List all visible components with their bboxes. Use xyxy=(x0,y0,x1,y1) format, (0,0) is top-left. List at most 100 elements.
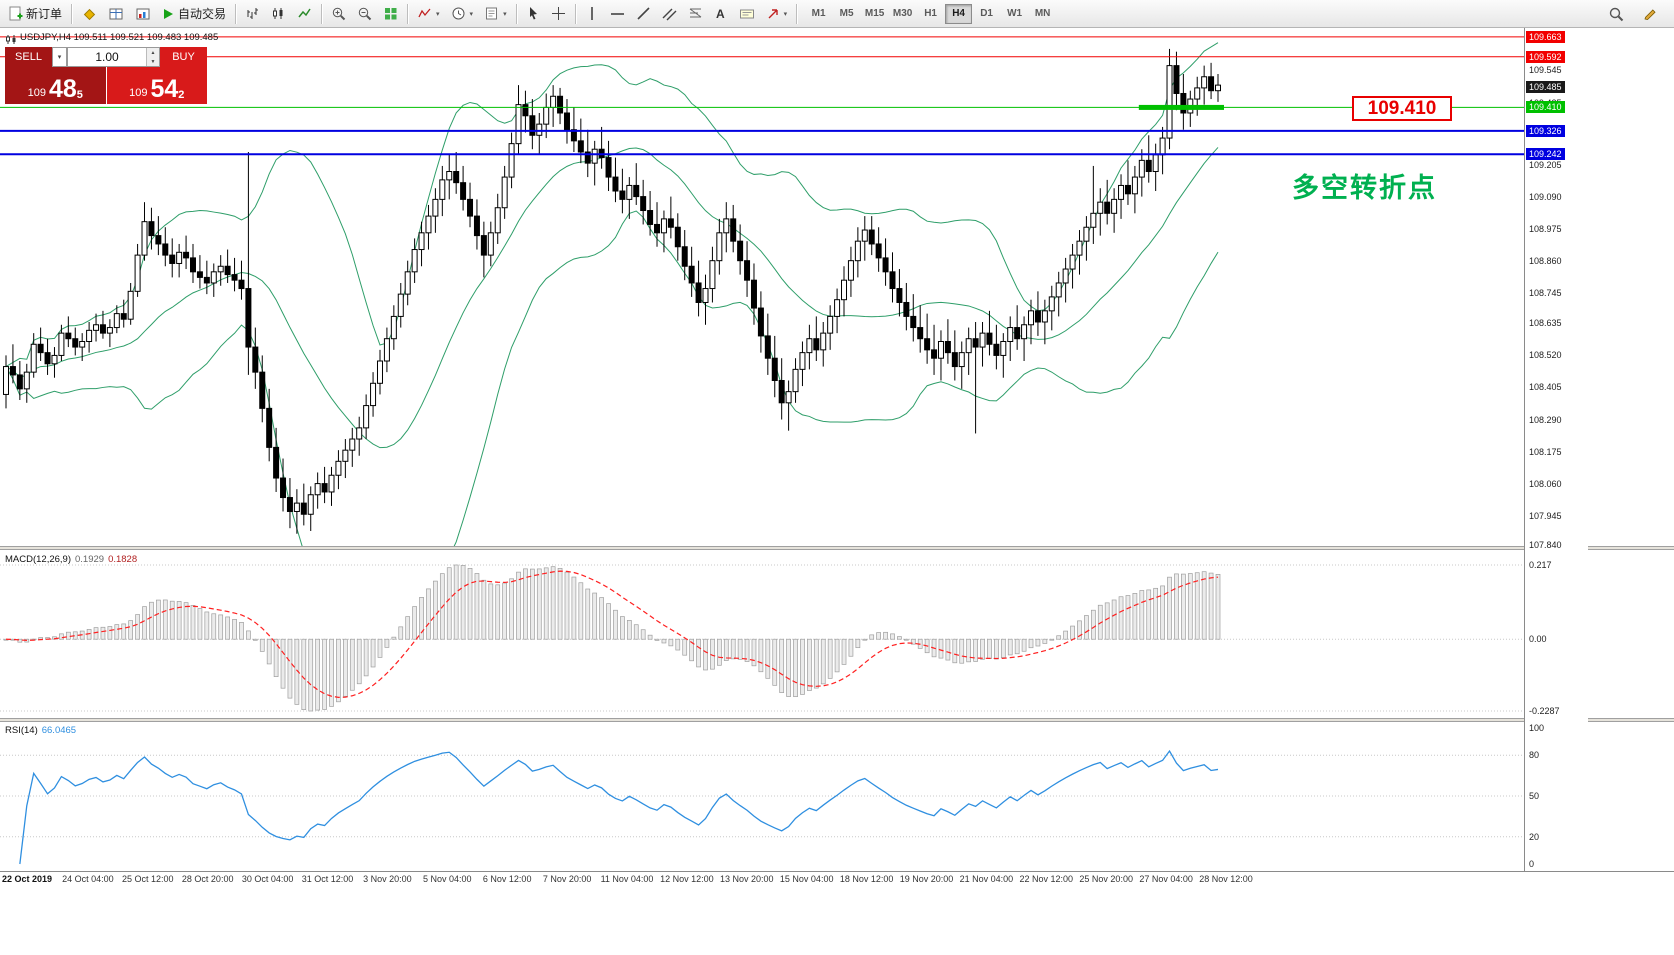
zoom-out-button[interactable] xyxy=(352,2,377,26)
time-axis-label: 25 Oct 12:00 xyxy=(122,874,174,884)
auto-trading-play-icon xyxy=(162,7,175,21)
time-axis-label: 19 Nov 20:00 xyxy=(899,874,954,884)
price-tick-label: 108.175 xyxy=(1529,446,1562,457)
chevron-down-icon: ▾ xyxy=(783,10,788,18)
rsi-value: 66.0465 xyxy=(41,725,77,736)
toolbar-right-group xyxy=(1603,2,1671,26)
text-button[interactable]: A xyxy=(709,2,733,26)
line-chart-icon xyxy=(297,6,312,21)
pane-divider[interactable] xyxy=(0,718,1674,722)
arrow-tools-icon xyxy=(766,7,780,21)
price-line-label: 109.326 xyxy=(1526,124,1565,137)
horizontal-line-button[interactable] xyxy=(605,2,630,26)
toolbar-separator xyxy=(574,3,576,24)
time-axis-separator xyxy=(0,871,1674,872)
new-order-icon xyxy=(8,6,23,21)
sell-price[interactable]: 109 48 5 xyxy=(5,67,106,104)
macd-value-signal: 0.1828 xyxy=(108,554,138,565)
price-tick-label: 108.520 xyxy=(1529,350,1562,361)
buy-pips: 54 xyxy=(150,75,179,103)
auto-trading-button[interactable]: 自动交易 xyxy=(157,2,231,26)
sell-button[interactable]: SELL xyxy=(5,47,52,67)
time-axis-label: 21 Nov 04:00 xyxy=(959,874,1014,884)
time-axis-label: 12 Nov 12:00 xyxy=(660,874,714,884)
horizontal-line-icon xyxy=(610,8,625,20)
time-axis-label: 30 Oct 04:00 xyxy=(241,874,294,884)
volume-dropdown-button[interactable]: ▾ xyxy=(52,47,67,67)
cursor-button[interactable] xyxy=(521,2,545,26)
timeframe-button-m30[interactable]: M30 xyxy=(889,4,916,24)
macd-value-main: 0.1929 xyxy=(75,554,105,565)
trendline-button[interactable] xyxy=(631,2,656,26)
price-tick-label: 109.545 xyxy=(1529,64,1562,75)
price-line-label: 109.410 xyxy=(1526,101,1565,114)
volume-field[interactable]: 1.00 ▲ ▼ xyxy=(67,47,160,67)
timeframe-button-m1[interactable]: M1 xyxy=(805,4,832,24)
main-chart-canvas[interactable] xyxy=(0,28,1524,547)
arrow-tools-button[interactable]: ▾ xyxy=(761,2,793,26)
text-label-button[interactable] xyxy=(734,2,760,26)
toolbar-separator xyxy=(321,3,323,24)
search-button[interactable] xyxy=(1603,2,1629,26)
chart-window: USDJPY,H4 109.511 109.521 109.483 109.48… xyxy=(0,28,1674,955)
price-tick-label: 107.945 xyxy=(1529,510,1562,521)
timeframe-button-m5[interactable]: M5 xyxy=(833,4,860,24)
volume-decrease-button[interactable]: ▼ xyxy=(147,57,159,66)
toolbar: 新订单 自动交易 ▾ ▾ ▾ A ▾ M1 M5 M15 M30 H1 H4 D1 W1 MN xyxy=(0,0,1674,28)
buy-price[interactable]: 109 54 2 xyxy=(106,67,207,104)
chart-symbol-icon xyxy=(5,32,17,50)
tile-windows-button[interactable] xyxy=(378,2,403,26)
price-line-label: 109.663 xyxy=(1526,30,1565,43)
timeframe-button-m15[interactable]: M15 xyxy=(861,4,888,24)
crosshair-icon xyxy=(551,6,566,21)
time-axis-label: 22 Nov 12:00 xyxy=(1019,874,1074,884)
pane-divider[interactable] xyxy=(0,546,1674,550)
terminal-button[interactable] xyxy=(130,2,156,26)
market-watch-button[interactable] xyxy=(76,2,102,26)
timeframe-button-mn[interactable]: MN xyxy=(1029,4,1056,24)
zoom-in-button[interactable] xyxy=(326,2,351,26)
bar-chart-button[interactable] xyxy=(240,2,265,26)
data-window-button[interactable] xyxy=(103,2,129,26)
vertical-line-button[interactable] xyxy=(580,2,604,26)
new-order-button[interactable]: 新订单 xyxy=(3,2,67,26)
timeframe-button-w1[interactable]: W1 xyxy=(1001,4,1028,24)
rsi-indicator-canvas[interactable] xyxy=(0,722,1524,870)
price-axis[interactable]: 109.545109.425109.315109.205109.090108.9… xyxy=(1524,28,1588,871)
turning-point-annotation[interactable]: 多空转折点 xyxy=(1292,173,1437,203)
time-axis-label: 25 Nov 20:00 xyxy=(1079,874,1133,884)
candlestick-chart-button[interactable] xyxy=(266,2,291,26)
fibonacci-button[interactable] xyxy=(683,2,708,26)
toolbar-separator xyxy=(407,3,409,24)
edit-button[interactable] xyxy=(1637,2,1663,26)
toolbar-separator xyxy=(235,3,237,24)
volume-increase-button[interactable]: ▲ xyxy=(147,48,159,57)
price-tick-label: 108.860 xyxy=(1529,255,1562,266)
templates-button[interactable]: ▾ xyxy=(479,2,512,26)
new-order-label: 新订单 xyxy=(26,7,63,21)
periods-button[interactable]: ▾ xyxy=(446,2,479,26)
time-axis[interactable]: 22 Oct 2019 24 Oct 04:00 25 Oct 12:00 28 Oc… xyxy=(0,874,1524,888)
buy-button[interactable]: BUY xyxy=(160,47,207,67)
rsi-axis-label: 0 xyxy=(1529,859,1535,869)
indicators-button[interactable]: ▾ xyxy=(412,2,445,26)
time-axis-label: 7 Nov 20:00 xyxy=(542,874,592,884)
rsi-axis-label: 100 xyxy=(1529,723,1545,733)
price-callout-label[interactable]: 109.410 xyxy=(1352,96,1452,121)
macd-header: MACD(12,26,9) 0.1929 0.1828 xyxy=(5,554,137,565)
timeframe-button-h1[interactable]: H1 xyxy=(917,4,944,24)
time-axis-label: 15 Nov 04:00 xyxy=(779,874,834,884)
zoom-in-icon xyxy=(331,6,346,21)
timeframe-button-d1[interactable]: D1 xyxy=(973,4,1000,24)
market-watch-icon xyxy=(81,6,97,22)
macd-indicator-canvas[interactable] xyxy=(0,551,1524,717)
symbol-ohlc-label: USDJPY,H4 109.511 109.521 109.483 109.48… xyxy=(20,32,219,43)
timeframe-button-h4[interactable]: H4 xyxy=(945,3,973,24)
search-icon xyxy=(1608,6,1624,22)
line-chart-button[interactable] xyxy=(292,2,317,26)
price-tick-label: 107.840 xyxy=(1529,539,1562,550)
equidistant-channel-button[interactable] xyxy=(657,2,682,26)
price-tick-label: 109.205 xyxy=(1529,159,1562,170)
time-axis-label: 27 Nov 04:00 xyxy=(1139,874,1193,884)
crosshair-button[interactable] xyxy=(546,2,571,26)
